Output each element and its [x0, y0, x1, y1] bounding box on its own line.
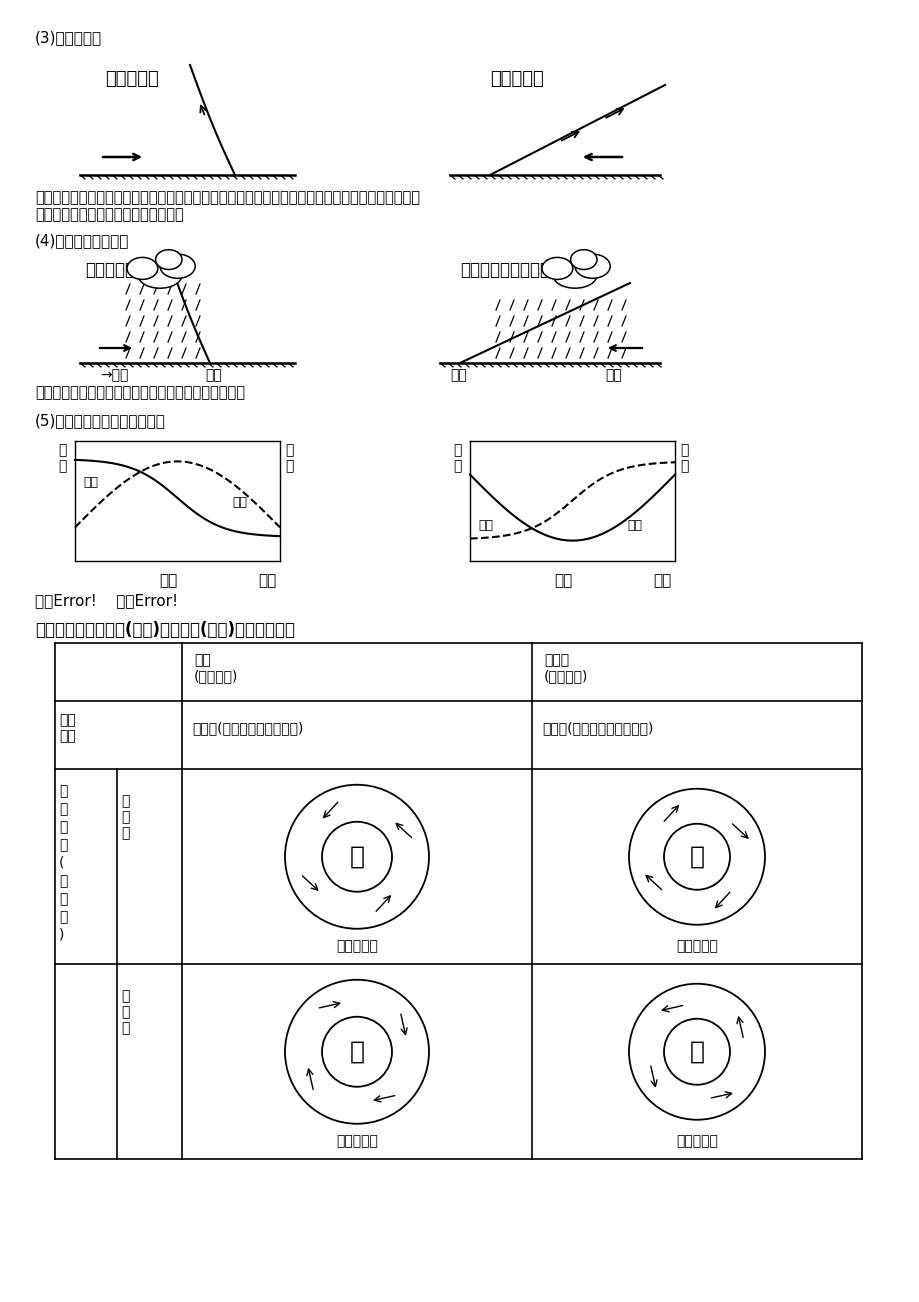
Ellipse shape	[541, 258, 573, 280]
Text: 气旋: 气旋	[194, 654, 210, 667]
Text: (低压系统): (低压系统)	[194, 669, 238, 684]
Text: 气压: 气压	[83, 477, 98, 490]
Text: 气
压: 气 压	[453, 443, 461, 473]
Text: 状况: 状况	[59, 729, 75, 743]
Text: 低: 低	[349, 845, 364, 868]
Text: 高: 高	[688, 845, 704, 868]
Text: 冷锋：雨区窄，在锋后: 冷锋：雨区窄，在锋后	[85, 260, 185, 279]
Ellipse shape	[155, 250, 182, 270]
Text: 气: 气	[59, 820, 67, 835]
Text: (3)看锋面坡度: (3)看锋面坡度	[35, 30, 102, 46]
Ellipse shape	[574, 254, 609, 279]
Text: 近: 近	[59, 874, 67, 888]
Text: 锋前: 锋前	[605, 368, 621, 381]
Text: 顺时针辐散: 顺时针辐散	[675, 939, 717, 953]
Ellipse shape	[552, 262, 596, 288]
Text: 低气压(气压中心低、四周高): 低气压(气压中心低、四周高)	[192, 721, 303, 736]
Text: 锋后: 锋后	[449, 368, 466, 381]
Text: 暖锋：坡缓: 暖锋：坡缓	[490, 70, 543, 89]
Text: 气温: 气温	[232, 496, 246, 509]
Ellipse shape	[570, 250, 596, 270]
Text: 反气旋: 反气旋	[543, 654, 569, 667]
Text: 高: 高	[688, 1040, 704, 1064]
Text: (4)看雨区范围及位置: (4)看雨区范围及位置	[35, 233, 130, 247]
Text: 球: 球	[121, 1021, 130, 1035]
Text: (5)看过境前后气压、气温变化: (5)看过境前后气压、气温变化	[35, 413, 165, 428]
Text: 气压: 气压	[59, 713, 75, 727]
Text: 气
温: 气 温	[285, 443, 293, 473]
Text: 面: 面	[59, 910, 67, 924]
Text: 冷锋：坡陡: 冷锋：坡陡	[105, 70, 159, 89]
Text: 北: 北	[121, 794, 130, 809]
Text: ): )	[59, 928, 64, 943]
Text: 水: 水	[59, 784, 67, 798]
Text: 时间: 时间	[652, 573, 671, 589]
Text: 【要点突破三】气旋(低压)、反气旋(高压)与天气的关系: 【要点突破三】气旋(低压)、反气旋(高压)与天气的关系	[35, 621, 295, 639]
Text: →锋后: →锋后	[100, 368, 129, 381]
Text: 低: 低	[349, 1040, 364, 1064]
Ellipse shape	[127, 258, 158, 280]
Text: 气
温: 气 温	[679, 443, 687, 473]
Text: 锋前: 锋前	[205, 368, 221, 381]
Text: 地: 地	[59, 892, 67, 906]
Ellipse shape	[138, 262, 182, 288]
Text: 力强大时，形成的暖锋锋面坡度较小。: 力强大时，形成的暖锋锋面坡度较小。	[35, 207, 184, 223]
Text: 流: 流	[59, 838, 67, 852]
Text: 逆时针辐合: 逆时针辐合	[335, 939, 378, 953]
Text: (: (	[59, 855, 64, 870]
Text: 球: 球	[121, 825, 130, 840]
Text: (高压系统): (高压系统)	[543, 669, 588, 684]
Text: 冷锋: 冷锋	[159, 573, 177, 589]
Text: 逆时针辐散: 逆时针辐散	[675, 1134, 717, 1148]
Text: 平: 平	[59, 802, 67, 816]
Text: 冷锋Error!    暖锋Error!: 冷锋Error! 暖锋Error!	[35, 592, 177, 608]
Text: 时间: 时间	[257, 573, 276, 589]
Text: 半: 半	[121, 1005, 130, 1019]
Text: 南: 南	[121, 990, 130, 1003]
Ellipse shape	[160, 254, 195, 279]
Text: 气温: 气温	[478, 519, 493, 533]
Text: 气压: 气压	[627, 519, 641, 533]
Text: 暖锋：雨区宽，在锋前: 暖锋：雨区宽，在锋前	[460, 260, 560, 279]
Text: 气
压: 气 压	[59, 443, 67, 473]
Text: 高气压(气压中心高、四周低): 高气压(气压中心高、四周低)	[541, 721, 652, 736]
Text: 半: 半	[121, 810, 130, 824]
Text: 顺时针辐合: 顺时针辐合	[335, 1134, 378, 1148]
Text: 暖锋: 暖锋	[553, 573, 572, 589]
Text: 冷气团运动速度快，冷气团势力强大时，形成的冷锋锋面坡度较大；而暖气团运动速度慢，暖气团势: 冷气团运动速度快，冷气团势力强大时，形成的冷锋锋面坡度较大；而暖气团运动速度慢，…	[35, 190, 420, 204]
Text: 不论冷锋还是暖锋，降水都主要在冷气团控制范围内。: 不论冷锋还是暖锋，降水都主要在冷气团控制范围内。	[35, 385, 244, 400]
